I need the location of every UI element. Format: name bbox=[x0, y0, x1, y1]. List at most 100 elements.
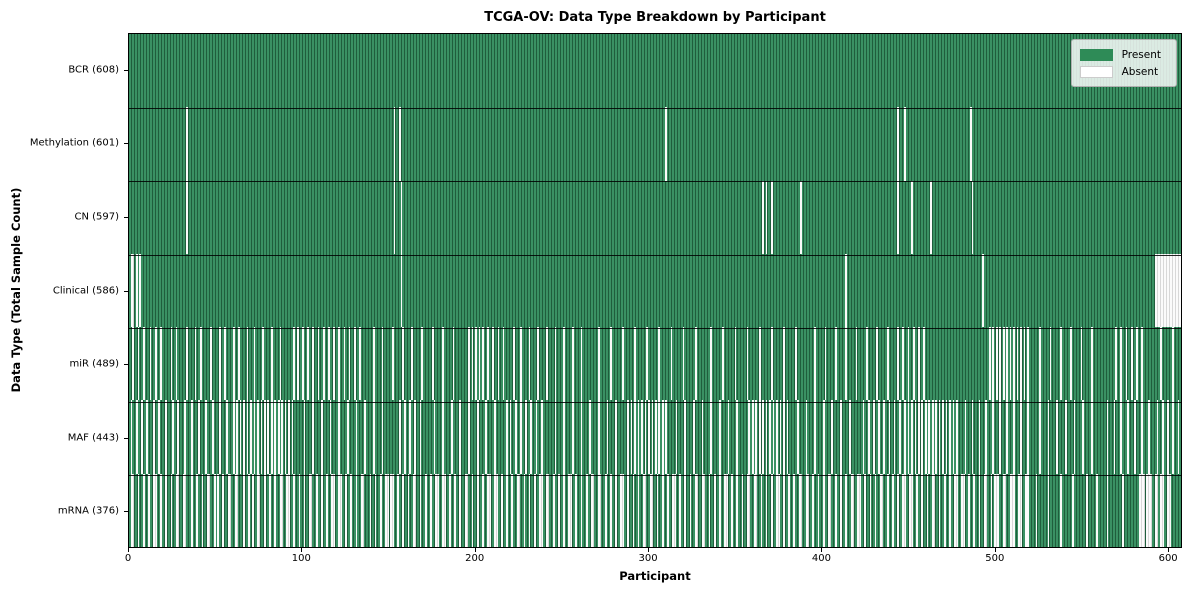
absent-stripe bbox=[141, 400, 143, 474]
absent-stripe bbox=[471, 327, 474, 401]
absent-stripe bbox=[817, 473, 820, 547]
absent-stripe bbox=[442, 327, 444, 401]
x-tick-mark bbox=[994, 548, 996, 552]
absent-stripe bbox=[655, 400, 657, 474]
absent-stripe bbox=[1096, 473, 1098, 547]
absent-stripe bbox=[263, 473, 266, 547]
absent-stripe bbox=[753, 473, 758, 547]
absent-stripe bbox=[1156, 400, 1159, 474]
x-tick-label: 100 bbox=[291, 553, 311, 564]
absent-stripe bbox=[952, 400, 955, 474]
absent-stripe bbox=[175, 327, 178, 401]
absent-stripe bbox=[840, 400, 842, 474]
absent-stripe bbox=[194, 327, 197, 401]
absent-stripe bbox=[845, 327, 848, 401]
absent-stripe bbox=[800, 180, 803, 254]
absent-stripe bbox=[897, 180, 899, 254]
absent-stripe bbox=[511, 473, 514, 547]
y-tick-label-mir: miR (489) bbox=[69, 358, 119, 370]
absent-stripe bbox=[545, 473, 550, 547]
absent-stripe bbox=[665, 107, 668, 181]
absent-stripe bbox=[973, 473, 976, 547]
absent-stripe bbox=[907, 400, 910, 474]
absent-stripe bbox=[321, 400, 323, 474]
absent-stripe bbox=[160, 473, 162, 547]
absent-stripe bbox=[945, 400, 948, 474]
absent-stripe bbox=[476, 473, 479, 547]
absent-stripe bbox=[982, 253, 984, 328]
absent-stripe bbox=[923, 327, 925, 401]
x-tick-label: 500 bbox=[985, 553, 1005, 564]
absent-stripe bbox=[620, 473, 624, 547]
absent-stripe bbox=[315, 473, 318, 547]
absent-stripe bbox=[879, 473, 884, 547]
chart-title: TCGA-OV: Data Type Breakdown by Particip… bbox=[484, 10, 826, 25]
absent-stripe bbox=[232, 400, 235, 474]
absent-stripe bbox=[1002, 473, 1007, 547]
absent-stripe bbox=[904, 400, 906, 474]
absent-stripe bbox=[943, 473, 946, 547]
absent-stripe bbox=[1091, 327, 1093, 401]
absent-stripe bbox=[338, 400, 341, 474]
absent-stripe bbox=[296, 327, 299, 401]
absent-stripe bbox=[814, 327, 816, 401]
absent-stripe bbox=[769, 400, 771, 474]
absent-stripe bbox=[914, 400, 917, 474]
absent-stripe bbox=[622, 327, 624, 401]
absent-stripe bbox=[1161, 400, 1164, 474]
y-tick-label-methylation: Methylation (601) bbox=[29, 137, 119, 149]
absent-stripe bbox=[212, 400, 214, 474]
absent-stripe bbox=[206, 473, 211, 547]
absent-stripe bbox=[199, 327, 202, 401]
absent-stripe bbox=[303, 400, 306, 474]
absent-stripe bbox=[938, 400, 941, 474]
absent-stripe bbox=[243, 473, 245, 547]
legend-label: Absent bbox=[1121, 65, 1159, 78]
absent-stripe bbox=[1059, 327, 1062, 401]
absent-stripe bbox=[1106, 473, 1109, 547]
absent-stripe bbox=[783, 327, 785, 401]
absent-stripe bbox=[558, 473, 560, 547]
absent-stripe bbox=[736, 473, 739, 547]
x-tick-label: 300 bbox=[638, 553, 658, 564]
absent-stripe bbox=[1059, 473, 1062, 547]
absent-stripe bbox=[911, 400, 913, 474]
y-tick-label-mrna: mRNA (376) bbox=[57, 505, 119, 517]
absent-stripe bbox=[783, 473, 785, 547]
absent-stripe bbox=[248, 473, 251, 547]
absent-stripe bbox=[364, 400, 367, 474]
x-tick-mark bbox=[821, 548, 823, 552]
absent-stripe bbox=[130, 473, 135, 547]
absent-stripe bbox=[682, 327, 685, 401]
absent-stripe bbox=[1120, 400, 1123, 474]
absent-stripe bbox=[604, 473, 607, 547]
absent-stripe bbox=[765, 400, 768, 474]
absent-stripe bbox=[867, 400, 870, 474]
absent-stripe bbox=[667, 473, 669, 547]
absent-stripe bbox=[862, 400, 865, 474]
absent-stripe bbox=[897, 327, 899, 401]
row-bcr bbox=[129, 34, 1181, 108]
absent-stripe bbox=[308, 473, 313, 547]
absent-stripe bbox=[961, 473, 965, 547]
absent-stripe bbox=[514, 400, 517, 474]
heatmap-rows bbox=[129, 34, 1181, 547]
row-divider bbox=[129, 328, 1181, 330]
absent-stripe bbox=[227, 473, 232, 547]
absent-stripe bbox=[779, 400, 782, 474]
absent-stripe bbox=[494, 400, 496, 474]
absent-stripe bbox=[139, 253, 142, 328]
absent-stripe bbox=[672, 473, 676, 547]
absent-stripe bbox=[630, 400, 633, 474]
absent-stripe bbox=[1120, 327, 1123, 401]
absent-stripe bbox=[464, 473, 469, 547]
absent-stripe bbox=[213, 473, 216, 547]
absent-stripe bbox=[165, 473, 168, 547]
absent-stripe bbox=[1047, 400, 1050, 474]
absent-stripe bbox=[580, 327, 583, 401]
absent-stripe bbox=[765, 473, 768, 547]
absent-stripe bbox=[400, 253, 403, 328]
legend: Present Absent bbox=[1070, 39, 1177, 87]
absent-stripe bbox=[1155, 473, 1159, 547]
absent-stripe bbox=[409, 400, 412, 474]
